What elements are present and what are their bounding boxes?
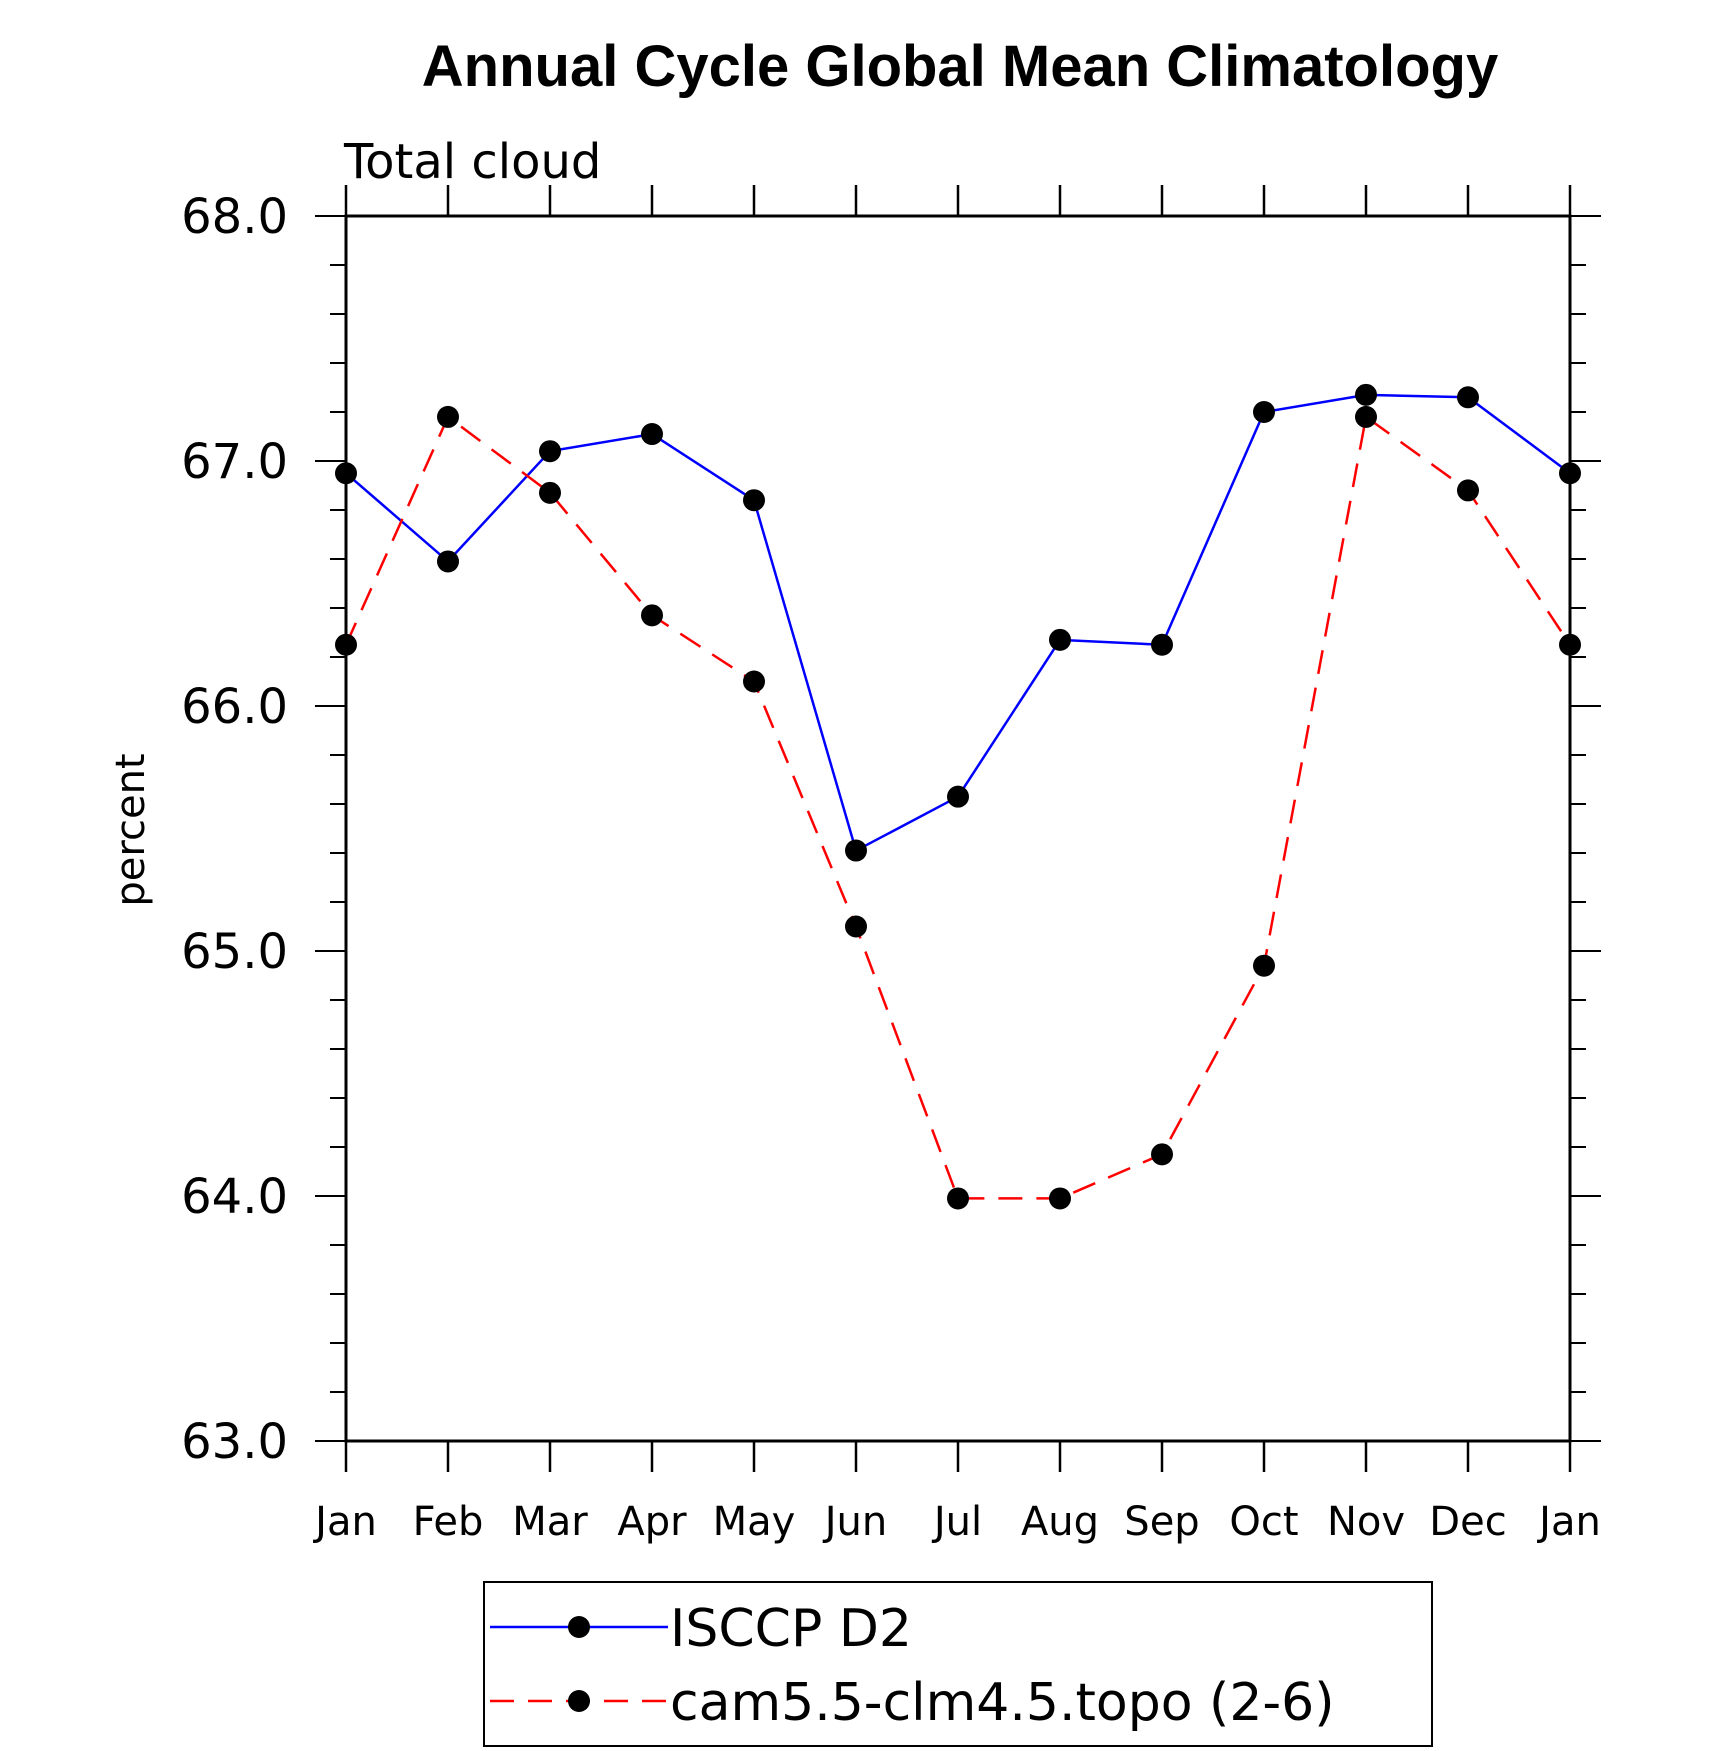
x-tick-label: Nov bbox=[1327, 1499, 1405, 1545]
data-point-isccp bbox=[437, 550, 459, 573]
data-point-isccp bbox=[947, 785, 969, 808]
data-point-cam bbox=[1253, 954, 1275, 977]
x-tick-label: Jul bbox=[931, 1499, 982, 1545]
legend-box bbox=[483, 1581, 1433, 1747]
data-point-cam bbox=[437, 405, 459, 428]
legend-label-isccp: ISCCP D2 bbox=[670, 1599, 912, 1659]
chart-title: Annual Cycle Global Mean Climatology bbox=[422, 34, 1498, 99]
legend-marker-cam bbox=[568, 1690, 590, 1712]
y-tick-label: 67.0 bbox=[181, 434, 288, 490]
tick-labels: Jan Feb Mar Apr May Jun Jul Aug Sep Oct Nov Dec Jan 6… bbox=[181, 189, 1601, 1545]
data-point-cam bbox=[1559, 633, 1581, 656]
data-point-cam bbox=[539, 481, 561, 504]
data-point-cam bbox=[335, 633, 357, 656]
x-tick-label: May bbox=[713, 1499, 796, 1545]
series-markers bbox=[335, 383, 1581, 1210]
data-point-cam bbox=[845, 915, 867, 938]
x-tick-label: Aug bbox=[1021, 1499, 1099, 1545]
x-tick-label: Jan bbox=[312, 1499, 377, 1545]
data-point-cam bbox=[743, 670, 765, 693]
data-point-isccp bbox=[845, 839, 867, 862]
x-tick-label: Sep bbox=[1124, 1499, 1199, 1545]
x-tick-label: Feb bbox=[413, 1499, 484, 1545]
data-point-isccp bbox=[1151, 633, 1173, 656]
data-point-cam bbox=[641, 604, 663, 627]
x-tick-label: Mar bbox=[512, 1499, 588, 1545]
legend: ISCCP D2 cam5.5-clm4.5.topo (2-6) bbox=[483, 1581, 1433, 1747]
data-point-cam bbox=[1151, 1143, 1173, 1166]
data-point-isccp bbox=[1049, 628, 1071, 651]
legend-label-cam: cam5.5-clm4.5.topo (2-6) bbox=[670, 1673, 1335, 1733]
data-point-isccp bbox=[1559, 462, 1581, 485]
series-line-isccp bbox=[345, 393, 1571, 853]
y-tick-label: 65.0 bbox=[181, 924, 288, 980]
plot-frame bbox=[344, 214, 1572, 1443]
data-point-cam bbox=[1457, 479, 1479, 502]
x-tick-label: Apr bbox=[617, 1499, 687, 1545]
y-tick-label: 63.0 bbox=[181, 1414, 288, 1470]
data-point-isccp bbox=[743, 489, 765, 512]
data-point-cam bbox=[1049, 1187, 1071, 1210]
data-point-cam bbox=[947, 1187, 969, 1210]
x-tick-label: Jan bbox=[1536, 1499, 1601, 1545]
y-tick-label: 64.0 bbox=[181, 1169, 288, 1225]
data-point-isccp bbox=[1355, 383, 1377, 406]
y-axis-label: percent bbox=[108, 753, 154, 906]
data-point-isccp bbox=[1253, 401, 1275, 423]
data-point-isccp bbox=[335, 462, 357, 485]
data-point-isccp bbox=[641, 423, 663, 446]
y-tick-label: 66.0 bbox=[181, 679, 288, 735]
legend-marker-isccp bbox=[568, 1616, 590, 1638]
data-point-isccp bbox=[1457, 386, 1479, 409]
x-tick-label: Oct bbox=[1229, 1499, 1298, 1545]
data-point-cam bbox=[1355, 405, 1377, 428]
y-tick-label: 68.0 bbox=[181, 189, 288, 245]
x-tick-label: Jun bbox=[822, 1499, 888, 1545]
x-tick-label: Dec bbox=[1429, 1499, 1506, 1545]
data-point-isccp bbox=[539, 440, 561, 463]
chart-subtitle: Total cloud bbox=[343, 134, 601, 190]
axis-ticks bbox=[315, 185, 1601, 1472]
